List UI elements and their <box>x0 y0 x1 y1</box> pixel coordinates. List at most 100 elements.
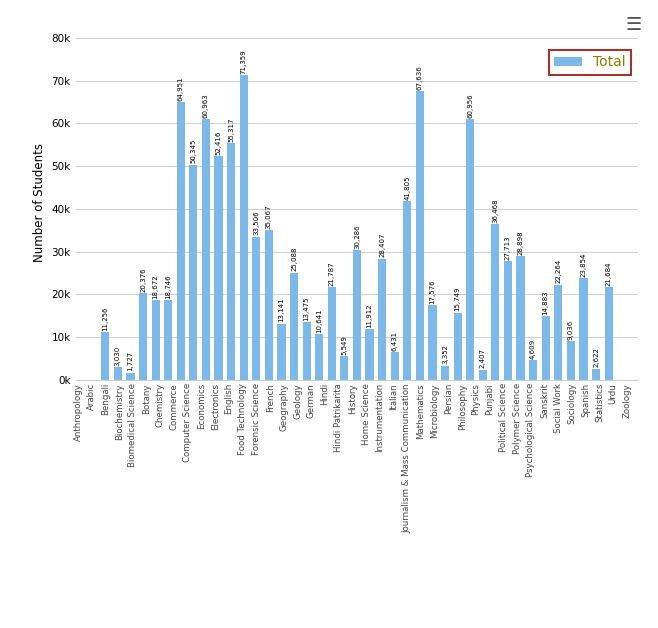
Bar <box>126 372 135 380</box>
Bar <box>378 259 386 380</box>
Text: 15,749: 15,749 <box>455 287 461 311</box>
Bar <box>278 324 286 380</box>
Text: 18,672: 18,672 <box>153 274 159 299</box>
Bar <box>139 293 147 380</box>
Text: Instrumentation: Instrumentation <box>376 383 384 452</box>
Text: Biochemistry: Biochemistry <box>114 383 124 440</box>
Text: 55,317: 55,317 <box>228 117 234 142</box>
Bar <box>215 156 222 380</box>
Bar <box>353 251 361 380</box>
Bar <box>227 143 236 380</box>
Text: 18,746: 18,746 <box>165 274 171 298</box>
Bar <box>428 305 436 380</box>
Text: Hindi: Hindi <box>320 383 330 405</box>
Text: 22,264: 22,264 <box>555 259 561 283</box>
Text: Forensic Science: Forensic Science <box>252 383 261 455</box>
Bar <box>240 75 248 380</box>
Text: ☰: ☰ <box>625 16 642 34</box>
Bar <box>504 261 512 380</box>
Text: Anthropology: Anthropology <box>74 383 82 441</box>
Text: Social Work: Social Work <box>554 383 563 433</box>
Text: English: English <box>224 383 234 414</box>
Text: 2,622: 2,622 <box>593 347 599 367</box>
Text: 28,407: 28,407 <box>379 233 385 257</box>
Bar <box>340 356 349 380</box>
Text: 28,898: 28,898 <box>518 230 524 255</box>
Text: Bengali: Bengali <box>101 383 110 416</box>
Text: Microbiology: Microbiology <box>430 383 440 438</box>
Y-axis label: Number of Students: Number of Students <box>33 143 46 262</box>
Text: Sociology: Sociology <box>567 383 576 425</box>
Text: 50,345: 50,345 <box>190 139 196 163</box>
Text: 14,883: 14,883 <box>543 290 549 315</box>
Bar <box>265 230 273 380</box>
Bar <box>579 278 588 380</box>
Bar <box>567 341 575 380</box>
Bar <box>365 329 374 380</box>
Text: Zoology: Zoology <box>622 383 632 418</box>
Text: 33,506: 33,506 <box>253 211 259 236</box>
Text: 21,684: 21,684 <box>605 261 611 286</box>
Text: Botany: Botany <box>142 383 151 414</box>
Text: Home Science: Home Science <box>362 383 370 445</box>
Text: Computer Science: Computer Science <box>184 383 192 462</box>
Text: 35,067: 35,067 <box>266 204 272 229</box>
Text: Electronics: Electronics <box>211 383 220 430</box>
Text: 2,407: 2,407 <box>480 349 486 369</box>
Text: Journalism & Mass Communication: Journalism & Mass Communication <box>403 383 412 533</box>
Text: 60,956: 60,956 <box>467 94 473 118</box>
Bar <box>542 317 550 380</box>
Bar <box>101 332 109 380</box>
Text: 13,141: 13,141 <box>278 298 284 323</box>
Bar <box>202 119 210 380</box>
Text: 6,431: 6,431 <box>392 331 397 351</box>
Text: 20,376: 20,376 <box>140 267 146 291</box>
Text: History: History <box>348 383 357 414</box>
Bar <box>466 119 474 380</box>
Bar <box>592 369 600 380</box>
Text: 9,036: 9,036 <box>568 320 574 340</box>
Text: 11,912: 11,912 <box>367 303 372 328</box>
Text: 27,713: 27,713 <box>505 236 511 260</box>
Text: Geology: Geology <box>293 383 302 419</box>
Text: 30,286: 30,286 <box>354 225 360 249</box>
Text: 36,468: 36,468 <box>492 198 498 223</box>
Text: 71,359: 71,359 <box>241 49 247 73</box>
Text: 23,854: 23,854 <box>580 252 586 277</box>
Text: Hindi Patrikarita: Hindi Patrikarita <box>334 383 343 452</box>
Text: 10,641: 10,641 <box>316 308 322 333</box>
Bar <box>453 313 462 380</box>
Text: Polymer Science: Polymer Science <box>513 383 522 454</box>
Text: 52,416: 52,416 <box>216 130 222 154</box>
Bar <box>328 287 336 380</box>
Bar <box>151 300 160 380</box>
Bar <box>529 360 537 380</box>
Text: 13,475: 13,475 <box>303 296 310 321</box>
Text: Commerce: Commerce <box>170 383 178 430</box>
Bar <box>252 237 261 380</box>
Text: 21,787: 21,787 <box>329 261 335 286</box>
Bar <box>177 102 185 380</box>
Bar <box>517 256 524 380</box>
Text: 11,256: 11,256 <box>103 306 109 330</box>
Bar <box>554 284 563 380</box>
Text: Political Science: Political Science <box>499 383 508 452</box>
Text: French: French <box>266 383 274 412</box>
Text: 4,609: 4,609 <box>530 339 536 359</box>
Text: Biomedical Science: Biomedical Science <box>128 383 138 467</box>
Bar <box>391 352 399 380</box>
Text: Physics: Physics <box>472 383 480 415</box>
Bar <box>290 273 298 380</box>
Text: Geography: Geography <box>280 383 288 431</box>
Text: 3,030: 3,030 <box>115 345 121 365</box>
Bar <box>114 367 122 380</box>
Bar <box>403 201 411 380</box>
Text: 41,805: 41,805 <box>404 175 411 200</box>
Bar <box>441 365 449 380</box>
Text: Urdu: Urdu <box>609 383 618 404</box>
Text: Chemistry: Chemistry <box>156 383 165 427</box>
Legend: Total: Total <box>549 50 631 75</box>
Text: German: German <box>307 383 316 418</box>
Text: 64,951: 64,951 <box>178 77 184 101</box>
Bar <box>416 91 424 380</box>
